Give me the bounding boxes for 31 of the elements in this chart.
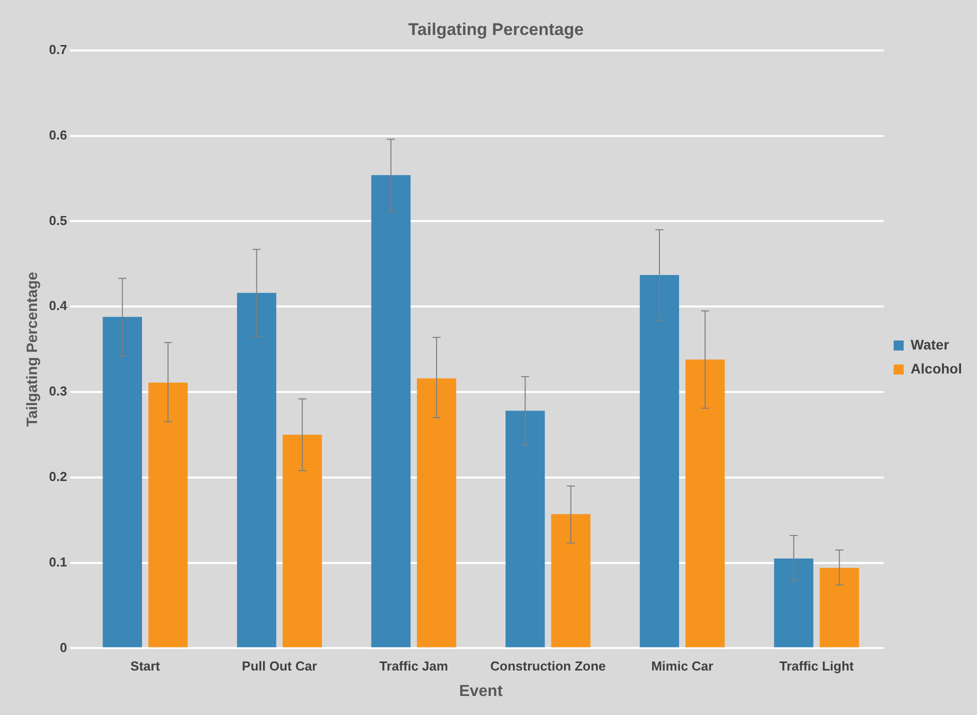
y-tick-label: 0.7 [48, 42, 68, 57]
bar [685, 360, 725, 648]
x-tick-label: Mimic Car [651, 658, 714, 674]
legend-label: Water [910, 336, 950, 352]
y-axis-title: Tailgating Percentage [24, 272, 42, 427]
x-tick-label: Pull Out Car [242, 658, 318, 674]
bar [774, 558, 814, 648]
bar [282, 434, 322, 648]
y-tick-label: 0 [60, 640, 68, 655]
legend-label: Alcohol [910, 360, 962, 376]
y-tick-label: 0.4 [48, 298, 68, 314]
x-tick-label: Traffic Light [779, 658, 854, 674]
bar [102, 316, 142, 648]
x-axis-title: Event [459, 682, 504, 700]
y-tick-label: 0.2 [48, 468, 68, 484]
bar [416, 378, 456, 648]
x-tick-label: Construction Zone [490, 658, 606, 674]
bar [820, 568, 859, 648]
bar [551, 514, 590, 648]
bar [506, 410, 545, 648]
y-tick-label: 0.5 [48, 212, 68, 228]
x-tick-label: Start [130, 658, 161, 674]
x-tick-label: Traffic Jam [379, 658, 448, 674]
bar [148, 382, 188, 648]
y-tick-label: 0.6 [48, 127, 68, 142]
y-tick-label: 0.1 [48, 554, 68, 570]
y-tick-label: 0.3 [48, 384, 68, 399]
bar [237, 292, 276, 648]
bar [640, 275, 680, 648]
chart-title: Tailgating Percentage [408, 20, 584, 39]
bar [371, 175, 411, 648]
